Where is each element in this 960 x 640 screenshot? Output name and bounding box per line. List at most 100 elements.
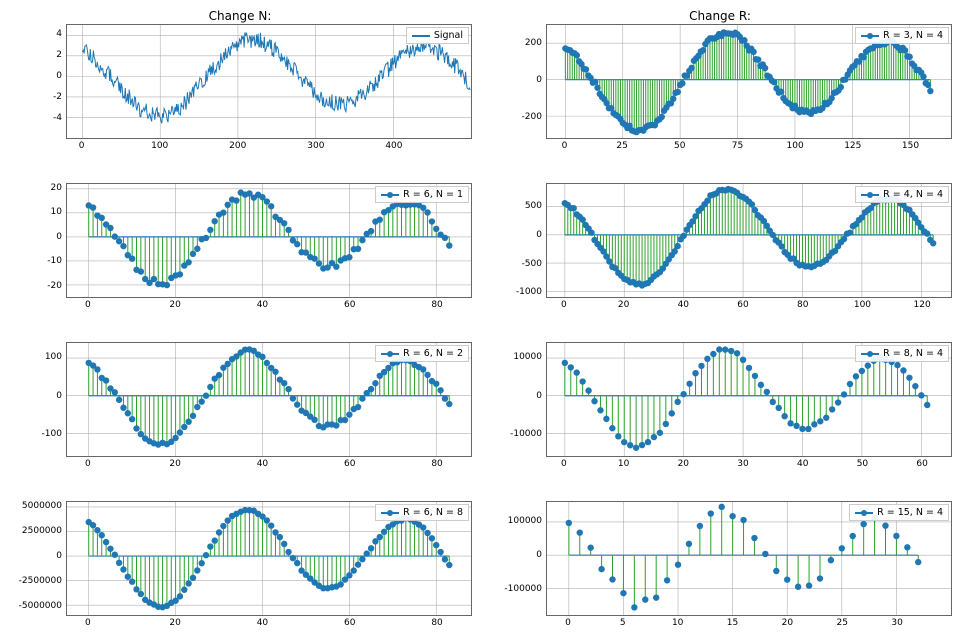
x-tick-label: 60 xyxy=(344,300,355,310)
legend: R = 6, N = 2 xyxy=(375,345,469,362)
y-tick-label: 500 xyxy=(525,201,542,211)
stem-swatch-icon xyxy=(381,509,399,517)
x-tick-label: 100 xyxy=(854,300,871,310)
legend-label: R = 15, N = 4 xyxy=(877,507,943,518)
y-tick-label: 0 xyxy=(56,551,62,561)
x-tick-label: 200 xyxy=(229,141,246,151)
legend-label: R = 6, N = 1 xyxy=(403,189,463,200)
plot-area: -1000000100000R = 15, N = 4 xyxy=(488,501,952,616)
column-title: Change R: xyxy=(488,8,952,24)
x-axis: 020406080 xyxy=(66,298,472,314)
legend: R = 4, N = 4 xyxy=(855,186,949,203)
x-tick-label: 0 xyxy=(85,459,91,469)
y-tick-label: 200 xyxy=(525,38,542,48)
plot-area: -5000000-2500000025000005000000R = 6, N … xyxy=(8,501,472,616)
x-tick-label: 120 xyxy=(914,300,931,310)
stem-swatch-icon xyxy=(381,350,399,358)
x-tick-label: 300 xyxy=(307,141,324,151)
x-tick-label: 40 xyxy=(257,618,268,628)
x-tick-label: 100 xyxy=(787,141,804,151)
x-tick-label: 50 xyxy=(857,459,868,469)
x-tick-label: 25 xyxy=(616,141,627,151)
stem-swatch-icon xyxy=(855,509,873,517)
y-tick-label: -2500000 xyxy=(19,576,62,586)
y-tick-label: -100 xyxy=(42,429,62,439)
y-tick-label: 0 xyxy=(56,391,62,401)
plot-area: -10000 0 10000 R = 8, N = 4 xyxy=(488,342,952,457)
y-tick-label: 2500000 xyxy=(22,526,62,536)
x-tick-label: 150 xyxy=(902,141,919,151)
legend: R = 6, N = 1 xyxy=(375,186,469,203)
column-title xyxy=(488,167,952,183)
y-axis: -2000200 xyxy=(488,24,546,139)
x-tick-label: 20 xyxy=(782,618,793,628)
column-title xyxy=(8,326,472,342)
x-tick-label: 20 xyxy=(169,618,180,628)
subplot-r3-c0: -5000000-2500000025000005000000R = 6, N … xyxy=(8,485,472,632)
chart-box: R = 6, N = 8 xyxy=(66,501,472,616)
x-axis: 0102030405060 xyxy=(546,457,952,473)
plot-area: -20-1001020R = 6, N = 1 xyxy=(8,183,472,298)
x-tick-label: 0 xyxy=(561,459,567,469)
x-tick-label: 60 xyxy=(344,459,355,469)
chart-box: R = 6, N = 1 xyxy=(66,183,472,298)
y-tick-label: 100000 xyxy=(508,516,542,526)
x-tick-label: 25 xyxy=(837,618,848,628)
y-tick-label: 2 xyxy=(56,50,62,60)
y-tick-label: 0 xyxy=(536,75,542,85)
stem-swatch-icon xyxy=(861,191,879,199)
legend: Signal xyxy=(406,27,469,44)
legend: R = 3, N = 4 xyxy=(855,27,949,44)
x-tick-label: 60 xyxy=(737,300,748,310)
column-title: Change N: xyxy=(8,8,472,24)
y-tick-label: 0 xyxy=(536,230,542,240)
y-axis: -10000 0 10000 xyxy=(488,342,546,457)
y-tick-label: 10 xyxy=(51,207,62,217)
x-tick-label: 60 xyxy=(344,618,355,628)
y-tick-label: -20 xyxy=(47,281,62,291)
x-tick-label: 50 xyxy=(674,141,685,151)
x-tick-label: 20 xyxy=(169,459,180,469)
y-tick-label: 0 xyxy=(536,550,542,560)
line-swatch-icon xyxy=(412,35,430,37)
x-axis: 0100200300400 xyxy=(66,139,472,155)
y-tick-label: 10000 xyxy=(513,352,542,362)
column-title xyxy=(488,485,952,501)
legend-label: R = 3, N = 4 xyxy=(883,30,943,41)
legend: R = 15, N = 4 xyxy=(849,504,949,521)
y-tick-label: -5000000 xyxy=(19,601,62,611)
x-tick-label: 100 xyxy=(151,141,168,151)
stem-swatch-icon xyxy=(861,350,879,358)
x-tick-label: 75 xyxy=(732,141,743,151)
x-tick-label: 20 xyxy=(678,459,689,469)
plot-area: -100 0 100 R = 6, N = 2 xyxy=(8,342,472,457)
x-tick-label: 30 xyxy=(737,459,748,469)
y-axis: -4-2024 xyxy=(8,24,66,139)
y-tick-label: -500 xyxy=(522,259,542,269)
y-tick-label: 100 xyxy=(45,352,62,362)
x-tick-label: 80 xyxy=(431,618,442,628)
y-tick-label: 0 xyxy=(536,391,542,401)
y-tick-label: -10000 xyxy=(510,429,542,439)
y-tick-label: -2 xyxy=(53,92,62,102)
y-tick-label: -10 xyxy=(47,256,62,266)
subplot-r1-c0: -20 -10 0 10 20 R = 6, N = 1 020406080 xyxy=(8,167,472,314)
legend: R = 8, N = 4 xyxy=(855,345,949,362)
x-tick-label: 20 xyxy=(169,300,180,310)
y-tick-label: 0 xyxy=(56,71,62,81)
x-tick-label: 400 xyxy=(385,141,402,151)
x-tick-label: 80 xyxy=(431,459,442,469)
legend-label: Signal xyxy=(434,30,463,41)
x-axis: 020406080100120 xyxy=(546,298,952,314)
subplot-r0-c1: Change R:-2000200R = 3, N = 402550751001… xyxy=(488,8,952,155)
y-tick-label: 0 xyxy=(56,232,62,242)
x-tick-label: 40 xyxy=(678,300,689,310)
x-axis: 020406080 xyxy=(66,616,472,632)
x-tick-label: 5 xyxy=(620,618,626,628)
stem-swatch-icon xyxy=(381,191,399,199)
chart-box: R = 3, N = 4 xyxy=(546,24,952,139)
x-tick-label: 40 xyxy=(257,459,268,469)
x-tick-label: 30 xyxy=(891,618,902,628)
y-axis: -100 0 100 xyxy=(8,342,66,457)
legend-label: R = 6, N = 8 xyxy=(403,507,463,518)
